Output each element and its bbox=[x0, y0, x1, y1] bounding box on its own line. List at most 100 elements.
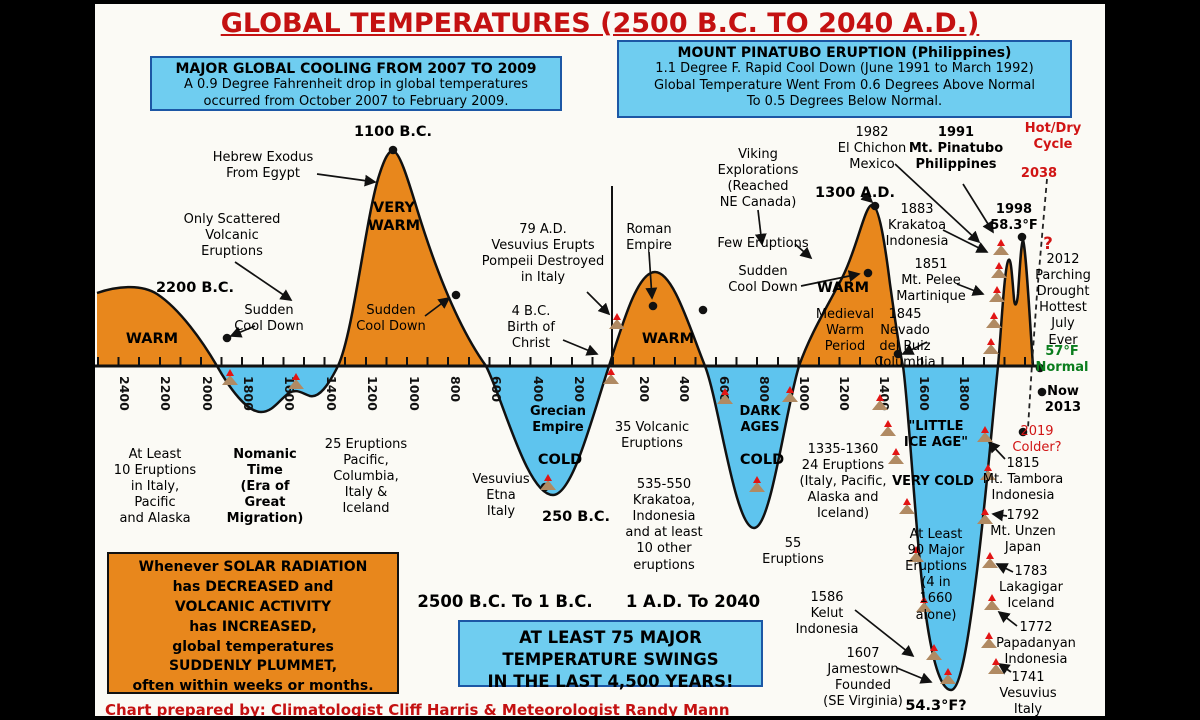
label-sudden-cool-2: Sudden Cool Down bbox=[356, 303, 426, 335]
label-10-eruptions: At Least 10 Eruptions in Italy, Pacific … bbox=[113, 447, 197, 527]
pinatubo-box-body: 1.1 Degree F. Rapid Cool Down (June 1991… bbox=[654, 61, 1035, 110]
volcano-icon bbox=[981, 552, 999, 568]
label-very-cold: VERY COLD bbox=[892, 474, 974, 489]
temperature-swings-callout-box: AT LEAST 75 MAJOR TEMPERATURE SWINGS IN … bbox=[458, 620, 763, 691]
axis-tick-label: 1000 bbox=[797, 376, 812, 411]
annotation-arrow bbox=[942, 229, 989, 253]
axis-tick-label: 600 bbox=[489, 376, 504, 402]
axis-tick-label: 800 bbox=[448, 376, 463, 402]
annotation-arrow bbox=[995, 563, 1014, 574]
annotation-arrow bbox=[754, 209, 767, 246]
annotation-arrow bbox=[896, 667, 933, 684]
era-label-bc: 2500 B.C. To 1 B.C. bbox=[417, 592, 593, 611]
label-el-chichon-1982: 1982 El Chichon Mexico bbox=[837, 125, 907, 173]
axis-tick-label: 200 bbox=[637, 376, 652, 402]
volcano-icon bbox=[939, 668, 957, 684]
label-vesuvius-etna: Vesuvius Etna Italy bbox=[472, 472, 530, 520]
volcano-icon bbox=[992, 239, 1010, 255]
annotation-arrow bbox=[894, 163, 981, 244]
label-35-eruptions: 35 Volcanic Eruptions bbox=[614, 420, 690, 452]
volcano-icon bbox=[539, 474, 557, 490]
label-1335-eruptions: 1335-1360 24 Eruptions (Italy, Pacific, … bbox=[799, 442, 887, 522]
annotation-arrow bbox=[962, 183, 994, 234]
axis-tick-label: 200 bbox=[572, 376, 587, 402]
label-unzen-1792: 1792 Mt. Unzen Japan bbox=[990, 508, 1056, 556]
axis-tick-label: 1000 bbox=[407, 376, 422, 411]
volcano-icon bbox=[716, 388, 734, 404]
label-roman-warm: WARM bbox=[641, 331, 695, 347]
annotation-arrow bbox=[229, 325, 256, 338]
label-2038: 2038 bbox=[1020, 166, 1058, 181]
warm-area-fill bbox=[97, 151, 1033, 366]
label-1100-bc: 1100 B.C. bbox=[353, 124, 433, 140]
event-dot bbox=[870, 201, 880, 211]
volcano-icon bbox=[982, 338, 1000, 354]
annotation-arrow bbox=[424, 296, 451, 317]
event-dot bbox=[863, 268, 873, 278]
volcano-icon bbox=[988, 286, 1006, 302]
cooling-box-body: A 0.9 Degree Fahrenheit drop in global t… bbox=[183, 77, 529, 109]
label-1300-ad: 1300 A.D. bbox=[815, 185, 895, 201]
volcano-icon bbox=[221, 369, 239, 385]
event-dot bbox=[648, 301, 658, 311]
label-2012-drought: 2012 Parching Drought Hottest July Ever bbox=[1035, 252, 1091, 348]
label-55-eruptions: 55 Eruptions bbox=[762, 536, 824, 568]
event-dot bbox=[451, 290, 461, 300]
label-tambora-1815: 1815 Mt. Tambora Indonesia bbox=[982, 456, 1064, 504]
label-pinatubo-1991: 1991 Mt. Pinatubo Philippines bbox=[908, 125, 1004, 173]
label-hot-dry-cycle: Hot/Dry Cycle bbox=[1024, 121, 1082, 153]
axis-tick-label: 800 bbox=[757, 376, 772, 402]
cooling-callout-box: MAJOR GLOBAL COOLING FROM 2007 TO 2009 A… bbox=[150, 56, 562, 111]
event-dot bbox=[893, 349, 903, 359]
label-dark-ages: DARK AGES bbox=[739, 404, 781, 436]
axis-tick-label: 1400 bbox=[324, 376, 339, 411]
volcano-icon bbox=[907, 546, 925, 562]
future-projection-dashed-line bbox=[1027, 178, 1048, 429]
volcano-icon bbox=[602, 368, 620, 384]
volcano-icon bbox=[983, 594, 1001, 610]
pinatubo-box-heading: MOUNT PINATUBO ERUPTION (Philippines) bbox=[677, 45, 1012, 61]
label-now-2013: Now 2013 bbox=[1044, 384, 1082, 416]
volcano-icon bbox=[980, 632, 998, 648]
label-scattered-eruptions: Only Scattered Volcanic Eruptions bbox=[183, 212, 281, 260]
label-pelee-1851: 1851 Mt. Pelee Martinique bbox=[896, 257, 966, 305]
event-dot bbox=[698, 305, 708, 315]
volcano-icon bbox=[879, 420, 897, 436]
label-roman-empire: Roman Empire bbox=[626, 222, 672, 254]
era-label-ad: 1 A.D. To 2040 bbox=[625, 592, 761, 611]
annotation-arrow bbox=[794, 243, 813, 260]
annotation-arrow bbox=[901, 341, 928, 355]
volcano-icon bbox=[608, 313, 626, 329]
credit-line: Chart prepared by: Climatologist Cliff H… bbox=[105, 701, 730, 718]
annotation-arrow bbox=[854, 609, 915, 658]
axis-tick-label: 400 bbox=[677, 376, 692, 402]
label-25-eruptions: 25 Eruptions Pacific, Columbia, Italy & … bbox=[324, 437, 408, 517]
axis-tick-label: 1200 bbox=[837, 376, 852, 411]
label-kelut-1586: 1586 Kelut Indonesia bbox=[795, 590, 859, 638]
annotation-arrow bbox=[860, 190, 874, 204]
annotation-arrow bbox=[991, 509, 1008, 522]
axis-tick-label: 400 bbox=[531, 376, 546, 402]
label-2019-colder: 2019 Colder? bbox=[1012, 424, 1062, 456]
label-papadanyan-1772: 1772 Papadanyan Indonesia bbox=[996, 620, 1076, 668]
label-viking-explorations: Viking Explorations (Reached NE Canada) bbox=[717, 147, 799, 211]
volcano-icon bbox=[287, 373, 305, 389]
axis-tick-label: 2000 bbox=[200, 376, 215, 411]
event-dot bbox=[222, 333, 232, 343]
label-medieval-warm: WARM bbox=[816, 280, 870, 296]
volcano-icon bbox=[871, 394, 889, 410]
label-grecian-empire: Grecian Empire bbox=[529, 404, 587, 436]
event-dot bbox=[388, 145, 398, 155]
label-warm-left: WARM bbox=[125, 331, 179, 347]
label-1998-temp: 1998 58.3°F bbox=[990, 202, 1038, 234]
volcano-icon bbox=[976, 508, 994, 524]
axis-tick-label: 1200 bbox=[365, 376, 380, 411]
event-dot bbox=[1037, 387, 1047, 397]
label-57f-normal: 57°F Normal bbox=[1035, 344, 1089, 376]
label-vesuvius-1741: 1741 Vesuvius Italy bbox=[999, 670, 1057, 718]
volcano-icon bbox=[748, 476, 766, 492]
label-2200-bc: 2200 B.C. bbox=[155, 280, 235, 296]
annotation-arrow bbox=[997, 610, 1018, 627]
label-krakatoa-1883: 1883 Krakatoa Indonesia bbox=[885, 202, 949, 250]
